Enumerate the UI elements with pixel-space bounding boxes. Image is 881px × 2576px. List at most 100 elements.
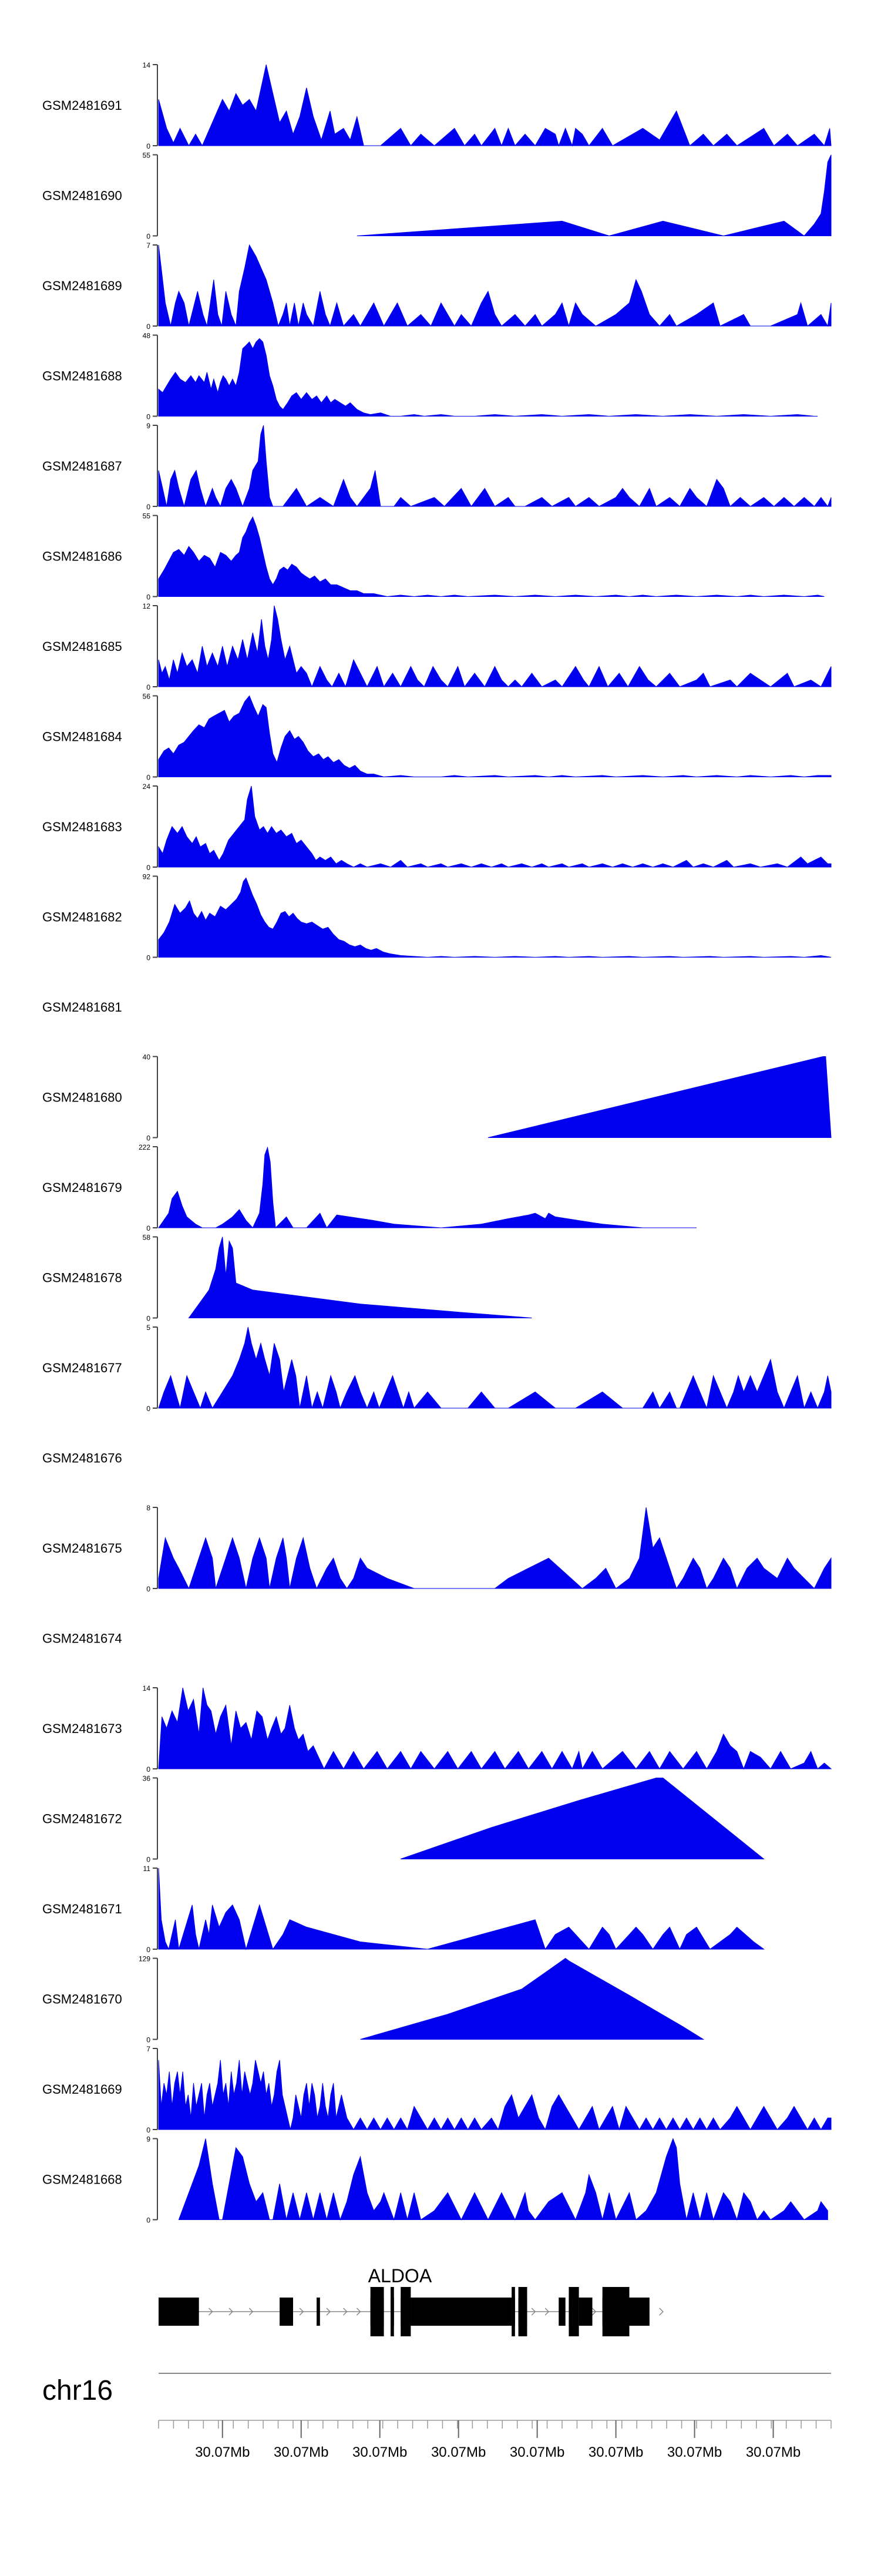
track-ymin-label: 0 <box>146 864 150 872</box>
coverage-area-GSM2481691 <box>158 64 832 147</box>
coverage-area-GSM2481668 <box>178 2138 828 2221</box>
track-label-GSM2481675: GSM2481675 <box>42 1541 122 1556</box>
x-axis-tick-label: 30.07Mb <box>746 2444 801 2460</box>
track-ymin-label: 0 <box>146 1134 150 1143</box>
track-ymin-label: 0 <box>146 142 150 150</box>
track-ymax-label: 40 <box>143 1053 151 1062</box>
track-label-GSM2481686: GSM2481686 <box>42 549 122 564</box>
track-ymin-label: 0 <box>146 233 150 241</box>
coverage-area-GSM2481687 <box>158 425 832 508</box>
coverage-area-GSM2481669 <box>158 2060 832 2131</box>
intron-arrow <box>299 2308 304 2316</box>
intron-arrow <box>544 2308 550 2316</box>
track-label-GSM2481684: GSM2481684 <box>42 730 122 744</box>
track-ymin-label: 0 <box>146 774 150 782</box>
coverage-area-GSM2481683 <box>158 785 832 868</box>
exon-block <box>159 2298 199 2326</box>
track-label-GSM2481672: GSM2481672 <box>42 1812 122 1826</box>
exon-block <box>559 2298 566 2326</box>
track-ymax-label: 5 <box>146 1324 150 1332</box>
x-axis-tick-label: 30.07Mb <box>667 2444 722 2460</box>
track-label-GSM2481670: GSM2481670 <box>42 1992 122 2007</box>
track-label-GSM2481689: GSM2481689 <box>42 278 122 293</box>
track-ymin-label: 0 <box>146 1765 150 1774</box>
track-ymax-label: 92 <box>143 873 151 881</box>
track-ymax-label: 11 <box>143 1865 151 1873</box>
track-ymax-label: 9 <box>146 2135 150 2144</box>
exon-block-tall <box>569 2287 579 2336</box>
track-label-GSM2481674: GSM2481674 <box>42 1631 122 1646</box>
track-label-GSM2481683: GSM2481683 <box>42 820 122 834</box>
track-ymax-label: 222 <box>139 1143 150 1151</box>
track-ymin-label: 0 <box>146 2036 150 2044</box>
intron-arrow <box>591 2308 597 2316</box>
intron-arrow <box>209 2308 213 2316</box>
track-ymin-label: 0 <box>146 1946 150 1954</box>
track-ymin-label: 0 <box>146 413 150 421</box>
intron-arrow <box>228 2308 234 2316</box>
x-axis-tick-label: 30.07Mb <box>274 2444 328 2460</box>
track-ymax-label: 14 <box>143 1684 151 1692</box>
track-ymax-label: 55 <box>143 512 151 520</box>
coverage-area-GSM2481684 <box>158 695 832 778</box>
exon-block-tall <box>602 2287 630 2336</box>
track-ymax-label: 129 <box>139 1955 150 1963</box>
coverage-area-GSM2481678 <box>188 1237 532 1318</box>
track-ymax-label: 14 <box>143 61 151 69</box>
track-label-GSM2481687: GSM2481687 <box>42 459 122 473</box>
track-label-GSM2481688: GSM2481688 <box>42 369 122 384</box>
intron-arrow <box>659 2308 664 2316</box>
track-label-GSM2481690: GSM2481690 <box>42 189 122 203</box>
intron-arrow <box>356 2308 361 2316</box>
track-ymin-label: 0 <box>146 1315 150 1323</box>
track-ymin-label: 0 <box>146 683 150 691</box>
track-ymax-label: 8 <box>146 1504 150 1512</box>
coverage-area-GSM2481682 <box>158 877 832 958</box>
exon-block-tall <box>391 2287 394 2336</box>
track-label-GSM2481668: GSM2481668 <box>42 2172 122 2187</box>
exon-block-tall <box>370 2287 384 2336</box>
exon-block <box>411 2298 512 2326</box>
exon-block <box>280 2298 293 2326</box>
track-ymax-label: 24 <box>143 782 151 791</box>
exon-block-tall <box>518 2287 527 2336</box>
exon-block-tall <box>512 2287 515 2336</box>
track-ymin-label: 0 <box>146 2216 150 2225</box>
exon-block <box>579 2298 593 2326</box>
intron-arrow <box>326 2308 331 2316</box>
x-axis-tick-label: 30.07Mb <box>352 2444 407 2460</box>
track-label-GSM2481679: GSM2481679 <box>42 1180 122 1195</box>
track-ymin-label: 0 <box>146 1585 150 1593</box>
intron-arrow <box>248 2308 254 2316</box>
coverage-area-GSM2481679 <box>158 1146 697 1229</box>
track-ymin-label: 0 <box>146 323 150 331</box>
track-ymax-label: 56 <box>143 693 151 701</box>
track-ymax-label: 36 <box>143 1775 151 1783</box>
track-ymin-label: 0 <box>146 2126 150 2134</box>
track-label-GSM2481681: GSM2481681 <box>42 1000 122 1015</box>
track-label-GSM2481678: GSM2481678 <box>42 1271 122 1285</box>
exon-block <box>317 2298 320 2326</box>
chromosome-label: chr16 <box>42 2375 113 2406</box>
track-ymin-label: 0 <box>146 1405 150 1413</box>
track-ymax-label: 58 <box>143 1234 151 1242</box>
track-label-GSM2481685: GSM2481685 <box>42 639 122 654</box>
track-label-GSM2481673: GSM2481673 <box>42 1721 122 1736</box>
coverage-area-GSM2481677 <box>158 1326 832 1409</box>
intron-arrow <box>531 2308 536 2316</box>
track-ymin-label: 0 <box>146 1224 150 1232</box>
track-label-GSM2481691: GSM2481691 <box>42 98 122 113</box>
track-ymax-label: 7 <box>146 2045 150 2053</box>
track-label-GSM2481677: GSM2481677 <box>42 1361 122 1375</box>
track-label-GSM2481680: GSM2481680 <box>42 1090 122 1105</box>
track-label-GSM2481671: GSM2481671 <box>42 1902 122 1916</box>
track-label-GSM2481682: GSM2481682 <box>42 910 122 925</box>
intron-arrow <box>343 2308 348 2316</box>
track-ymin-label: 0 <box>146 503 150 511</box>
track-ymin-label: 0 <box>146 1856 150 1864</box>
track-ymin-label: 0 <box>146 593 150 602</box>
track-label-GSM2481669: GSM2481669 <box>42 2082 122 2097</box>
x-axis-tick-label: 30.07Mb <box>589 2444 643 2460</box>
track-ymin-label: 0 <box>146 954 150 962</box>
exon-block <box>629 2298 650 2326</box>
